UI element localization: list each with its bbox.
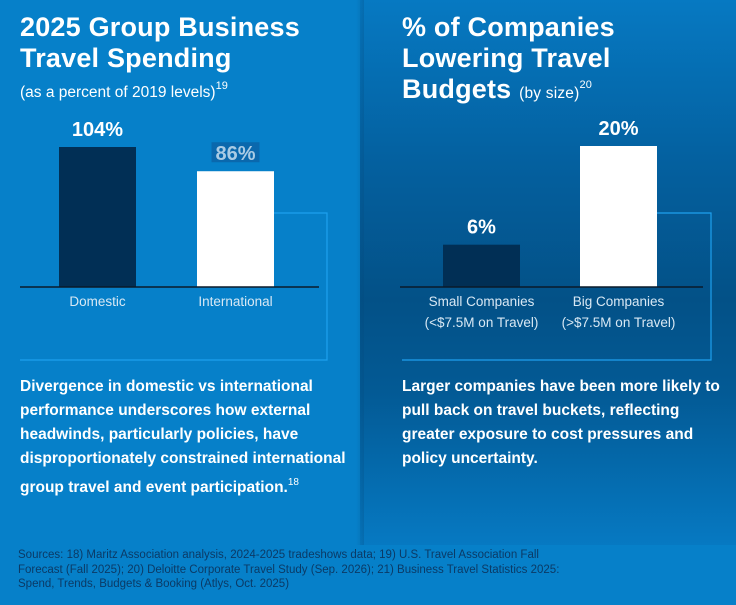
right-bar-chart: 6% Small Companies (<$7.5M on Travel) 20% Bi…: [400, 118, 712, 361]
right-panel-description: Larger companies have been more likely t…: [402, 378, 720, 467]
category-label: Small Companies: [429, 294, 535, 309]
right-title-line-2: Lowering Travel: [402, 43, 611, 73]
left-chart-subtitle: (as a percent of 2019 levels)19: [20, 80, 228, 102]
category-label: International: [198, 294, 272, 309]
left-chart-title: 2025 Group Business Travel Spending: [20, 12, 300, 74]
value-label: 104%: [72, 119, 123, 141]
left-subtitle-text: (as a percent of 2019 levels): [20, 84, 216, 101]
panel-divider: [356, 0, 364, 545]
left-title-line-1: 2025 Group Business: [20, 12, 300, 42]
left-description-text: Divergence in domestic vs international …: [20, 378, 346, 496]
category-label: (>$7.5M on Travel): [562, 315, 676, 330]
left-subtitle-ref: 19: [215, 80, 228, 92]
left-chart-outline: [20, 212, 328, 361]
left-panel-description: Divergence in domestic vs international …: [20, 375, 350, 500]
right-chart-title: % of Companies Lowering Travel Budgets (…: [402, 12, 615, 111]
bar-first: [443, 244, 520, 287]
bar-second: [580, 146, 657, 287]
right-title-qualifier: (by size): [519, 85, 580, 102]
value-label: 6%: [467, 217, 496, 239]
left-title-line-2: Travel Spending: [20, 43, 232, 73]
bar-first: [59, 147, 136, 287]
category-label: (<$7.5M on Travel): [425, 315, 539, 330]
right-title-word: Budgets: [402, 74, 512, 104]
right-title-ref: 20: [579, 79, 593, 91]
right-title-line-3: Budgets (by size)20: [402, 74, 615, 111]
left-description-ref: 18: [287, 477, 299, 488]
sources-footnote: Sources: 18) Maritz Association analysis…: [18, 549, 560, 590]
value-label: 20%: [598, 118, 638, 140]
bar-second: [197, 171, 274, 287]
value-label-highlight: [211, 142, 260, 163]
right-title-line-1: % of Companies: [402, 12, 615, 42]
left-bar-chart: 104% Domestic 86% International: [20, 119, 328, 361]
category-label: Big Companies: [573, 294, 665, 309]
value-label: 86%: [215, 143, 255, 165]
right-panel-background: [360, 0, 736, 545]
right-chart-outline: [402, 212, 712, 361]
category-label: Domestic: [69, 294, 126, 309]
